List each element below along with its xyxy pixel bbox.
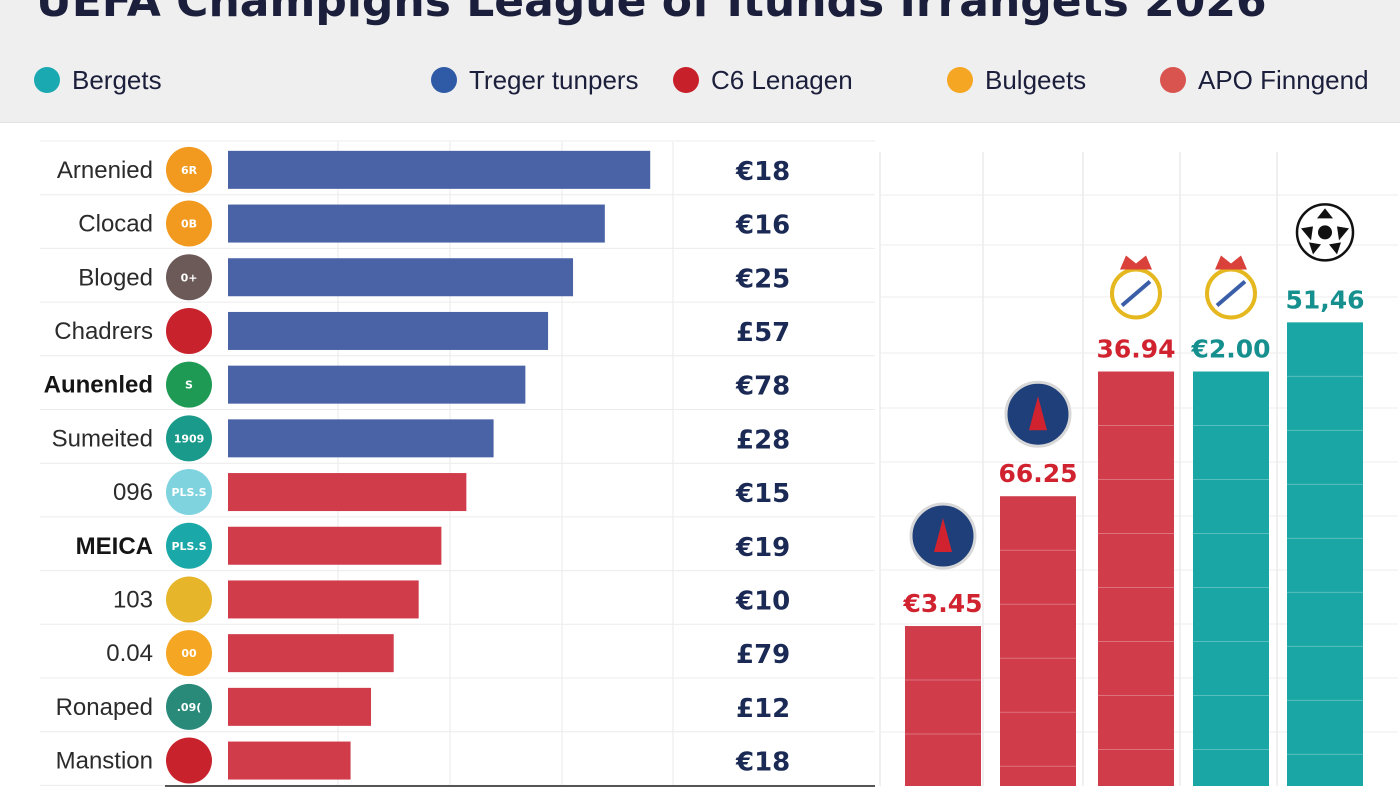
bar	[228, 526, 442, 565]
legend-item-apo-finngend: APO Finngend	[1160, 64, 1369, 96]
star-icon	[1301, 226, 1313, 241]
value-label: €2.00	[1190, 335, 1270, 364]
crown-icon	[1120, 255, 1152, 270]
club-logo-text: 0+	[181, 271, 198, 284]
chart-header: UEFA Champigns League of Itunds Irranget…	[0, 0, 1400, 123]
legend-label: C6 Lenagen	[711, 64, 853, 95]
bar	[228, 634, 394, 673]
value-label: £28	[736, 425, 790, 455]
value-label: €19	[735, 533, 790, 563]
club-logo-icon	[166, 469, 212, 516]
bar	[228, 580, 419, 619]
row-label: Clocad	[78, 211, 153, 238]
club-logo-icon	[166, 146, 212, 193]
row-label: Bloged	[78, 264, 153, 291]
club-logo-text: .09(	[177, 701, 202, 714]
star-icon	[1318, 225, 1332, 240]
bar	[228, 365, 526, 404]
legend-item-treger-tunpers: Treger tunpers	[431, 64, 639, 96]
legend-swatch	[1160, 67, 1186, 93]
value-label: €18	[735, 157, 790, 187]
legend-swatch	[431, 67, 457, 93]
row-label: 103	[113, 586, 153, 613]
bar	[228, 204, 605, 243]
bar	[228, 741, 351, 780]
club-logo-icon	[166, 630, 212, 677]
bar	[228, 419, 494, 458]
value-label: £12	[736, 694, 790, 724]
club-logo-text: 1909	[174, 432, 205, 445]
chart-title: UEFA Champigns League of Itunds Irranget…	[36, 0, 1267, 27]
bar	[1287, 322, 1363, 786]
value-label: €25	[735, 264, 790, 294]
star-icon	[1317, 208, 1333, 219]
row-label: 0.04	[106, 640, 153, 667]
eiffel-tower-icon	[934, 518, 952, 553]
row-label: MEICA	[76, 533, 153, 560]
sash-icon	[1215, 279, 1247, 308]
bar	[905, 626, 981, 786]
legend-label: Treger tunpers	[469, 64, 639, 95]
club-logo-icon	[166, 415, 212, 462]
club-logo-text: PLS.S	[171, 486, 206, 499]
club-logo-icon	[166, 361, 212, 408]
value-label: €78	[735, 372, 790, 402]
club-logo-text: 0B	[181, 218, 197, 231]
row-label: Arnenied	[57, 157, 153, 184]
legend-item-bergets: Bergets	[34, 64, 162, 96]
bar	[228, 473, 467, 512]
value-label: £79	[736, 640, 790, 670]
legend-swatch	[34, 67, 60, 93]
legend-item-bulgeets: Bulgeets	[947, 64, 1086, 96]
row-label: 096	[113, 479, 153, 506]
value-label: £57	[736, 318, 790, 348]
sash-icon	[1120, 279, 1152, 308]
value-label: €18	[735, 748, 790, 778]
legend-item-c6-lenagen: C6 Lenagen	[673, 64, 853, 96]
club-logo-icon	[166, 254, 212, 301]
value-label: 36.94	[1096, 335, 1175, 364]
club-logo-text: 6R	[181, 164, 198, 177]
bar	[228, 258, 574, 297]
bar	[228, 687, 372, 726]
club-logo-icon	[166, 737, 212, 784]
value-label: €3.45	[902, 589, 982, 618]
star-icon	[1309, 242, 1321, 255]
row-label: Aunenled	[44, 372, 153, 399]
bar	[1193, 371, 1269, 786]
club-logo-icon	[166, 307, 212, 354]
value-label: €15	[735, 479, 790, 509]
bar	[1000, 496, 1076, 786]
bar	[228, 311, 549, 350]
eiffel-tower-icon	[1029, 396, 1047, 431]
star-icon	[1329, 242, 1341, 255]
club-logo-icon	[166, 576, 212, 623]
bar	[1098, 371, 1174, 786]
row-label: Sumeited	[52, 425, 153, 452]
legend-label: APO Finngend	[1198, 64, 1369, 95]
value-label: 66.25	[998, 459, 1077, 488]
horizontal-bar-chart: Arnenied 6R €18 Clocad 0B €16 Bloged 0+ €25 Chadr…	[40, 140, 875, 787]
legend-label: Bergets	[72, 64, 162, 95]
legend-label: Bulgeets	[985, 64, 1087, 95]
club-logo-icon	[166, 683, 212, 730]
legend-swatch	[673, 67, 699, 93]
value-label: 51,46	[1285, 285, 1364, 314]
club-logo-text: S	[185, 379, 193, 392]
legend-swatch	[947, 67, 973, 93]
club-logo-icon	[166, 522, 212, 569]
row-label: Manstion	[56, 748, 153, 775]
club-logo-icon	[166, 200, 212, 247]
row-label: Ronaped	[56, 694, 153, 721]
row-label: Chadrers	[54, 318, 153, 345]
club-logo-text: PLS.S	[171, 540, 206, 553]
value-label: €10	[735, 586, 790, 616]
club-logo-text: 00	[181, 647, 197, 660]
crown-icon	[1215, 255, 1247, 270]
value-label: €16	[735, 211, 790, 241]
star-icon	[1337, 226, 1349, 241]
bar	[228, 150, 651, 189]
